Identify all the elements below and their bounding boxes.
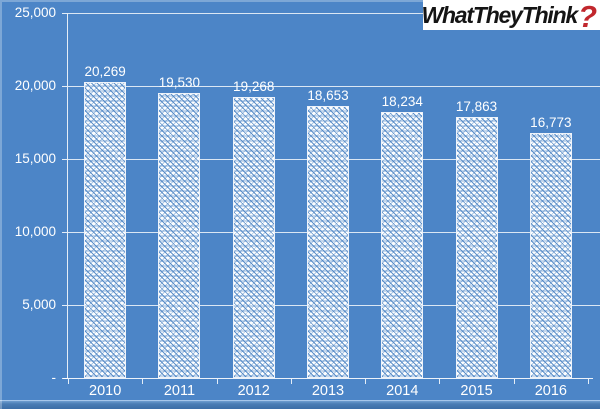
gridline bbox=[68, 86, 600, 87]
bar-column: 20,269 bbox=[68, 13, 142, 378]
x-axis-tick bbox=[588, 379, 589, 384]
x-axis-tick bbox=[514, 379, 515, 384]
bar bbox=[381, 112, 424, 378]
bar bbox=[529, 133, 572, 378]
y-axis-tick-label: 5,000 bbox=[22, 297, 56, 312]
bar-column: 16,773 bbox=[514, 13, 588, 378]
bar-column: 18,234 bbox=[365, 13, 439, 378]
logo-question-mark: ? bbox=[578, 0, 597, 35]
bar-value-label: 20,269 bbox=[84, 64, 126, 79]
bar bbox=[455, 117, 498, 378]
y-axis-tick-label: 10,000 bbox=[14, 224, 56, 239]
bar bbox=[158, 93, 201, 378]
y-axis-tick bbox=[62, 378, 67, 379]
y-axis-tick-label: 25,000 bbox=[14, 5, 56, 20]
plot-area: 20,269 19,530 19,268 18,653 18,234 17,863 16,7… bbox=[62, 13, 600, 384]
bar-value-label: 18,653 bbox=[307, 88, 349, 103]
x-axis-category-label: 2010 bbox=[89, 383, 122, 399]
x-axis-labels: 2010 2011 2012 2013 2014 2015 2016 bbox=[68, 383, 588, 399]
bar-column: 18,653 bbox=[291, 13, 365, 378]
y-axis-tick bbox=[62, 305, 67, 306]
bars-container: 20,269 19,530 19,268 18,653 18,234 17,863 16,7… bbox=[68, 13, 588, 378]
y-axis-tick-label: 20,000 bbox=[14, 78, 56, 93]
bar-value-label: 17,863 bbox=[455, 99, 498, 114]
gridline bbox=[68, 13, 600, 14]
bar-column: 19,268 bbox=[217, 13, 291, 378]
x-axis-tick bbox=[142, 379, 143, 384]
y-axis-line bbox=[67, 13, 68, 379]
y-axis-tick bbox=[62, 13, 67, 14]
bar-value-label: 16,773 bbox=[530, 115, 572, 130]
x-axis-category-label: 2014 bbox=[386, 383, 419, 399]
bar-column: 17,863 bbox=[439, 13, 513, 378]
x-axis-tick bbox=[365, 379, 366, 384]
bar-value-label: 19,530 bbox=[158, 75, 201, 90]
bar bbox=[232, 97, 275, 378]
x-axis-tick bbox=[291, 379, 292, 384]
bottom-edge-border bbox=[0, 400, 600, 409]
x-axis-tick bbox=[68, 379, 69, 384]
x-axis-category-label: 2012 bbox=[237, 383, 270, 399]
bar-column: 19,530 bbox=[142, 13, 216, 378]
x-axis-tick bbox=[439, 379, 440, 384]
y-axis-tick bbox=[62, 159, 67, 160]
bar-value-label: 19,268 bbox=[233, 79, 275, 94]
logo-whattheythink: WhatTheyThink ? bbox=[421, 0, 600, 35]
x-axis-category-label: 2013 bbox=[311, 383, 345, 399]
x-axis-tick bbox=[217, 379, 218, 384]
y-axis-tick-label: - bbox=[51, 370, 57, 385]
x-axis-category-label: 2016 bbox=[534, 383, 567, 399]
y-axis-tick-label: 15,000 bbox=[14, 151, 56, 166]
y-axis-tick bbox=[62, 86, 67, 87]
bar bbox=[84, 82, 127, 378]
x-axis-line bbox=[63, 378, 593, 379]
x-axis-category-label: 2015 bbox=[460, 383, 493, 399]
y-axis-tick bbox=[62, 232, 67, 233]
logo-brand-text: WhatTheyThink bbox=[421, 1, 578, 28]
x-axis-category-label: 2011 bbox=[163, 383, 196, 399]
bar-value-label: 18,234 bbox=[381, 94, 423, 109]
bar bbox=[306, 106, 349, 378]
